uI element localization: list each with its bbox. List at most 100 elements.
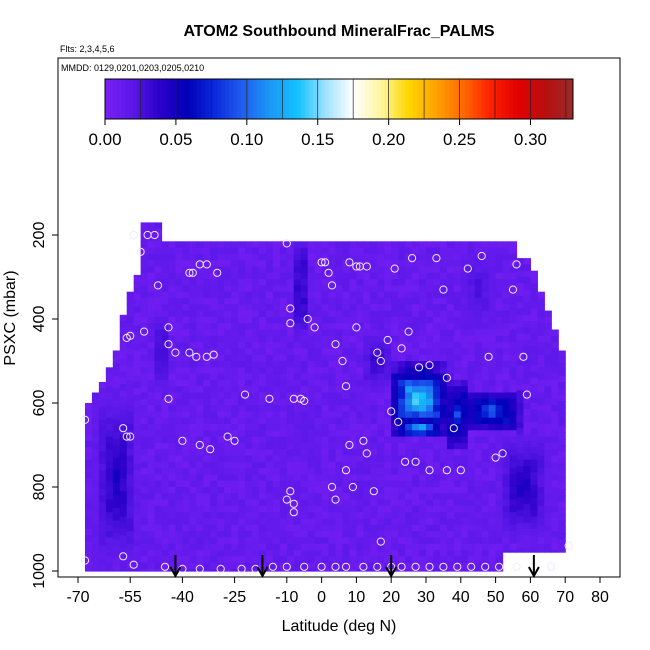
heatmap-cell: [356, 316, 364, 324]
heatmap-cell: [265, 568, 274, 572]
heatmap-cell: [168, 316, 177, 324]
heatmap-cell: [544, 430, 552, 438]
heatmap-cell: [446, 417, 455, 425]
heatmap-cell: [265, 411, 274, 419]
heatmap-cell: [154, 310, 163, 318]
heatmap-cell: [419, 512, 427, 520]
heatmap-cell: [349, 335, 357, 343]
heatmap-cell: [460, 348, 469, 356]
heatmap-cell: [453, 373, 462, 381]
heatmap-cell: [245, 562, 253, 570]
heatmap-cell: [356, 241, 364, 249]
heatmap-cell: [279, 367, 288, 375]
heatmap-cell: [426, 291, 434, 299]
heatmap-cell: [105, 568, 114, 572]
heatmap-cell: [182, 556, 190, 564]
heatmap-cell: [252, 487, 260, 494]
heatmap-cell: [446, 316, 455, 324]
heatmap-cell: [432, 323, 441, 331]
heatmap-cell: [293, 260, 302, 268]
heatmap-cell: [252, 480, 260, 488]
colorbar-tick-label: 0.05: [159, 130, 192, 149]
heatmap-cell: [537, 455, 545, 463]
heatmap-cell: [405, 310, 413, 318]
heatmap-cell: [453, 310, 462, 318]
heatmap-cell: [133, 382, 142, 389]
heatmap-cell: [426, 348, 434, 356]
heatmap-cell: [300, 342, 309, 349]
heatmap-cell: [203, 335, 211, 343]
heatmap-cell: [432, 468, 441, 475]
heatmap-cell: [314, 411, 323, 419]
heatmap-cell: [196, 518, 204, 526]
heatmap-cell: [147, 568, 156, 572]
heatmap-cell: [446, 247, 455, 255]
heatmap-cell: [286, 543, 295, 551]
heatmap-cell: [516, 283, 525, 291]
heatmap-cell: [147, 260, 156, 268]
heatmap-cell: [474, 524, 483, 532]
heatmap-cell: [300, 405, 309, 412]
heatmap-cell: [231, 562, 239, 570]
heatmap-cell: [112, 489, 121, 496]
heatmap-cell: [307, 512, 316, 520]
heatmap-cell: [182, 493, 190, 501]
heatmap-cell: [474, 291, 483, 299]
heatmap-cell: [279, 417, 288, 425]
heatmap-cell: [495, 398, 504, 406]
heatmap-cell: [203, 304, 211, 312]
heatmap-cell: [370, 298, 378, 305]
heatmap-cell: [161, 505, 170, 513]
heatmap-cell: [154, 354, 163, 362]
heatmap-cell: [453, 405, 462, 412]
heatmap-cell: [314, 468, 323, 475]
heatmap-cell: [133, 407, 142, 415]
heatmap-cell: [147, 405, 156, 412]
heatmap-cell: [412, 442, 420, 450]
heatmap-cell: [537, 537, 545, 545]
heatmap-cell: [307, 379, 316, 387]
heatmap-cell: [398, 241, 406, 249]
heatmap-cell: [432, 411, 441, 419]
heatmap-cell: [189, 253, 197, 261]
heatmap-cell: [84, 491, 93, 499]
heatmap-cell: [272, 411, 281, 419]
heatmap-cell: [356, 417, 364, 425]
heatmap-cell: [391, 430, 399, 438]
heatmap-cell: [391, 392, 399, 400]
heatmap-cell: [342, 379, 351, 387]
heatmap-cell: [474, 568, 483, 572]
heatmap-cell: [328, 568, 337, 572]
heatmap-cell: [405, 543, 413, 551]
heatmap-cell: [175, 361, 183, 368]
heatmap-cell: [307, 260, 316, 268]
heatmap-cell: [412, 518, 420, 526]
heatmap-cell: [391, 518, 399, 526]
heatmap-cell: [558, 394, 566, 402]
heatmap-cell: [349, 537, 357, 545]
heatmap-cell: [335, 487, 344, 494]
heatmap-cell: [168, 562, 177, 570]
heatmap-cell: [419, 247, 427, 255]
heatmap-cell: [523, 377, 531, 385]
heatmap-cell: [349, 304, 357, 312]
heatmap-cell: [293, 442, 302, 450]
heatmap-cell: [377, 550, 385, 557]
heatmap-cell: [112, 545, 121, 553]
heatmap-cell: [279, 512, 288, 520]
heatmap-cell: [426, 562, 434, 570]
heatmap-cell: [509, 323, 518, 331]
observation-point: [397, 344, 406, 353]
heatmap-cell: [488, 449, 497, 457]
heatmap-cell: [481, 531, 490, 538]
heatmap-cell: [175, 474, 183, 482]
heatmap-cell: [481, 493, 490, 501]
heatmap-cell: [265, 392, 274, 400]
x-tick-label: 30: [417, 589, 435, 606]
heatmap-cell: [377, 316, 385, 324]
colorbar-swatch: [525, 79, 530, 119]
heatmap-cell: [147, 235, 156, 242]
heatmap-cell: [238, 531, 246, 538]
heatmap-cell: [558, 426, 566, 433]
heatmap-cell: [210, 430, 218, 438]
